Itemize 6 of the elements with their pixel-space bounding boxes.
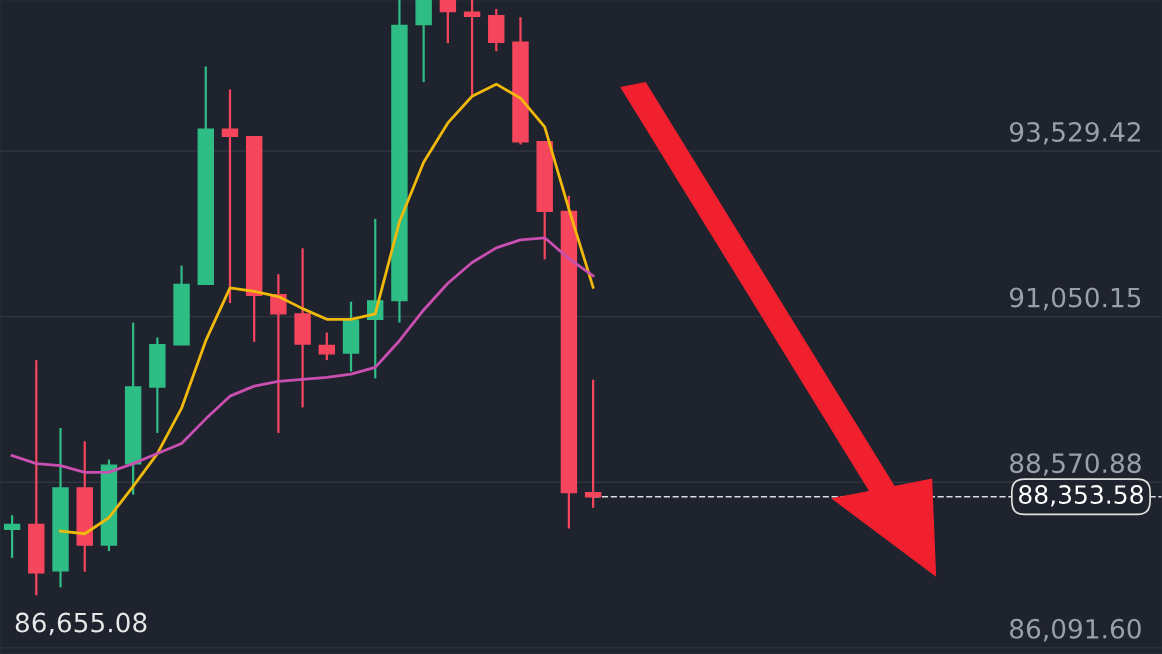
annotation: 86,655.08 [15, 612, 147, 636]
ref-line-label: 88,353.58 [1019, 485, 1143, 507]
y-tick-label: 88,570.88 [1010, 453, 1141, 476]
y-tick-label: 93,529.42 [1009, 121, 1140, 145]
y-tick-label: 86,091.60 [1010, 618, 1141, 642]
y-tick-label: 91,050.15 [1009, 287, 1141, 311]
